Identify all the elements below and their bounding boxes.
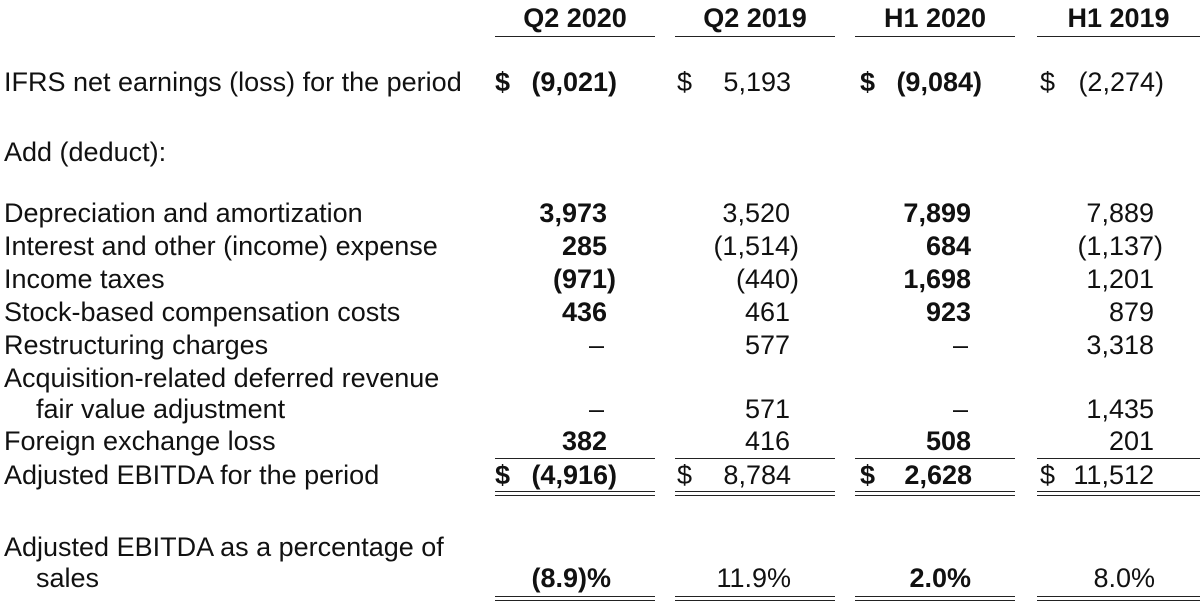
value-ebitda-pct-q2-2020: (8.9)%: [531, 563, 611, 593]
row-label-ebitda-pct-line1: Adjusted EBITDA as a percentage of: [4, 532, 444, 562]
currency-symbol: $: [860, 67, 876, 97]
row-label-acquisition-line2: fair value adjustment: [36, 394, 286, 424]
header-underline: [675, 36, 835, 37]
currency-symbol: $: [495, 67, 511, 97]
total-double-rule: [1037, 491, 1200, 496]
row-label-fx-loss: Foreign exchange loss: [4, 426, 276, 456]
value-depreciation-q2-2019: 3,520: [722, 198, 790, 228]
currency-symbol: $: [677, 460, 693, 490]
subtotal-rule: [675, 458, 835, 459]
value-acquisition-q2-2019: 571: [744, 394, 790, 424]
value-stock-comp-q2-2019: 461: [744, 297, 790, 327]
value-adjusted-ebitda-h1-2020: 2,628: [904, 460, 972, 490]
value-income-taxes-h1-2019: 1,201: [1086, 264, 1154, 294]
subtotal-rule: [495, 458, 655, 459]
value-ebitda-pct-h1-2020: 2.0%: [909, 563, 971, 593]
row-label-stock-comp: Stock-based compensation costs: [4, 297, 401, 327]
value-depreciation-h1-2019: 7,889: [1086, 198, 1154, 228]
row-label-income-taxes: Income taxes: [4, 264, 165, 294]
value-stock-comp-q2-2020: 436: [561, 297, 607, 327]
column-header-h1-2019: H1 2019: [1067, 3, 1170, 33]
value-stock-comp-h1-2019: 879: [1108, 297, 1154, 327]
value-restructuring-h1-2020: –: [952, 330, 968, 360]
value-depreciation-h1-2020: 7,899: [903, 198, 971, 228]
section-label-add-deduct: Add (deduct):: [4, 137, 167, 167]
header-underline: [1037, 36, 1200, 37]
value-net-earnings-q2-2020: (9,021): [531, 67, 617, 97]
total-double-rule: [495, 491, 655, 496]
value-adjusted-ebitda-q2-2019: 8,784: [723, 460, 791, 490]
total-double-rule: [1037, 596, 1200, 601]
value-acquisition-h1-2020: –: [952, 394, 968, 424]
value-income-taxes-h1-2020: 1,698: [903, 264, 971, 294]
column-header-h1-2020: H1 2020: [883, 3, 987, 33]
value-income-taxes-q2-2019: (440): [735, 264, 799, 294]
value-interest-q2-2020: 285: [561, 231, 607, 261]
value-depreciation-q2-2020: 3,973: [539, 198, 607, 228]
currency-symbol: $: [1040, 460, 1056, 490]
value-net-earnings-q2-2019: 5,193: [723, 67, 791, 97]
row-label-ebitda-pct-line2: sales: [36, 563, 100, 593]
total-double-rule: [675, 491, 835, 496]
value-fx-loss-h1-2019: 201: [1108, 426, 1154, 456]
row-label-depreciation: Depreciation and amortization: [4, 198, 363, 228]
column-header-q2-2019: Q2 2019: [703, 3, 807, 33]
total-double-rule: [855, 491, 1015, 496]
currency-symbol: $: [1040, 67, 1056, 97]
value-income-taxes-q2-2020: (971): [552, 264, 616, 294]
currency-symbol: $: [677, 67, 693, 97]
value-interest-q2-2019: (1,514): [713, 231, 799, 261]
value-adjusted-ebitda-h1-2019: 11,512: [1073, 460, 1154, 490]
value-interest-h1-2020: 684: [925, 231, 971, 261]
value-restructuring-q2-2019: 577: [744, 330, 790, 360]
total-double-rule: [855, 596, 1015, 601]
value-fx-loss-q2-2020: 382: [561, 426, 607, 456]
column-header-q2-2020: Q2 2020: [523, 3, 627, 33]
value-ebitda-pct-q2-2019: 11.9%: [716, 563, 791, 593]
row-label-acquisition-line1: Acquisition-related deferred revenue: [4, 363, 440, 393]
value-interest-h1-2019: (1,137): [1077, 231, 1163, 261]
value-restructuring-q2-2020: –: [588, 330, 604, 360]
value-fx-loss-h1-2020: 508: [925, 426, 971, 456]
value-stock-comp-h1-2020: 923: [925, 297, 971, 327]
row-label-interest: Interest and other (income) expense: [4, 231, 438, 261]
value-adjusted-ebitda-q2-2020: (4,916): [531, 460, 617, 490]
row-label-adjusted-ebitda: Adjusted EBITDA for the period: [4, 460, 380, 490]
header-underline: [855, 36, 1015, 37]
value-ebitda-pct-h1-2019: 8.0%: [1093, 563, 1155, 593]
total-double-rule: [495, 596, 655, 601]
currency-symbol: $: [495, 460, 511, 490]
value-restructuring-h1-2019: 3,318: [1086, 330, 1154, 360]
value-acquisition-h1-2019: 1,435: [1086, 394, 1154, 424]
currency-symbol: $: [860, 460, 876, 490]
value-acquisition-q2-2020: –: [588, 394, 604, 424]
value-net-earnings-h1-2019: (2,274): [1078, 67, 1164, 97]
subtotal-rule: [855, 458, 1015, 459]
row-label-net-earnings: IFRS net earnings (loss) for the period: [4, 67, 462, 97]
value-net-earnings-h1-2020: (9,084): [896, 67, 982, 97]
value-fx-loss-q2-2019: 416: [744, 426, 790, 456]
row-label-restructuring: Restructuring charges: [4, 330, 269, 360]
subtotal-rule: [1037, 458, 1200, 459]
total-double-rule: [675, 596, 835, 601]
header-underline: [495, 36, 655, 37]
